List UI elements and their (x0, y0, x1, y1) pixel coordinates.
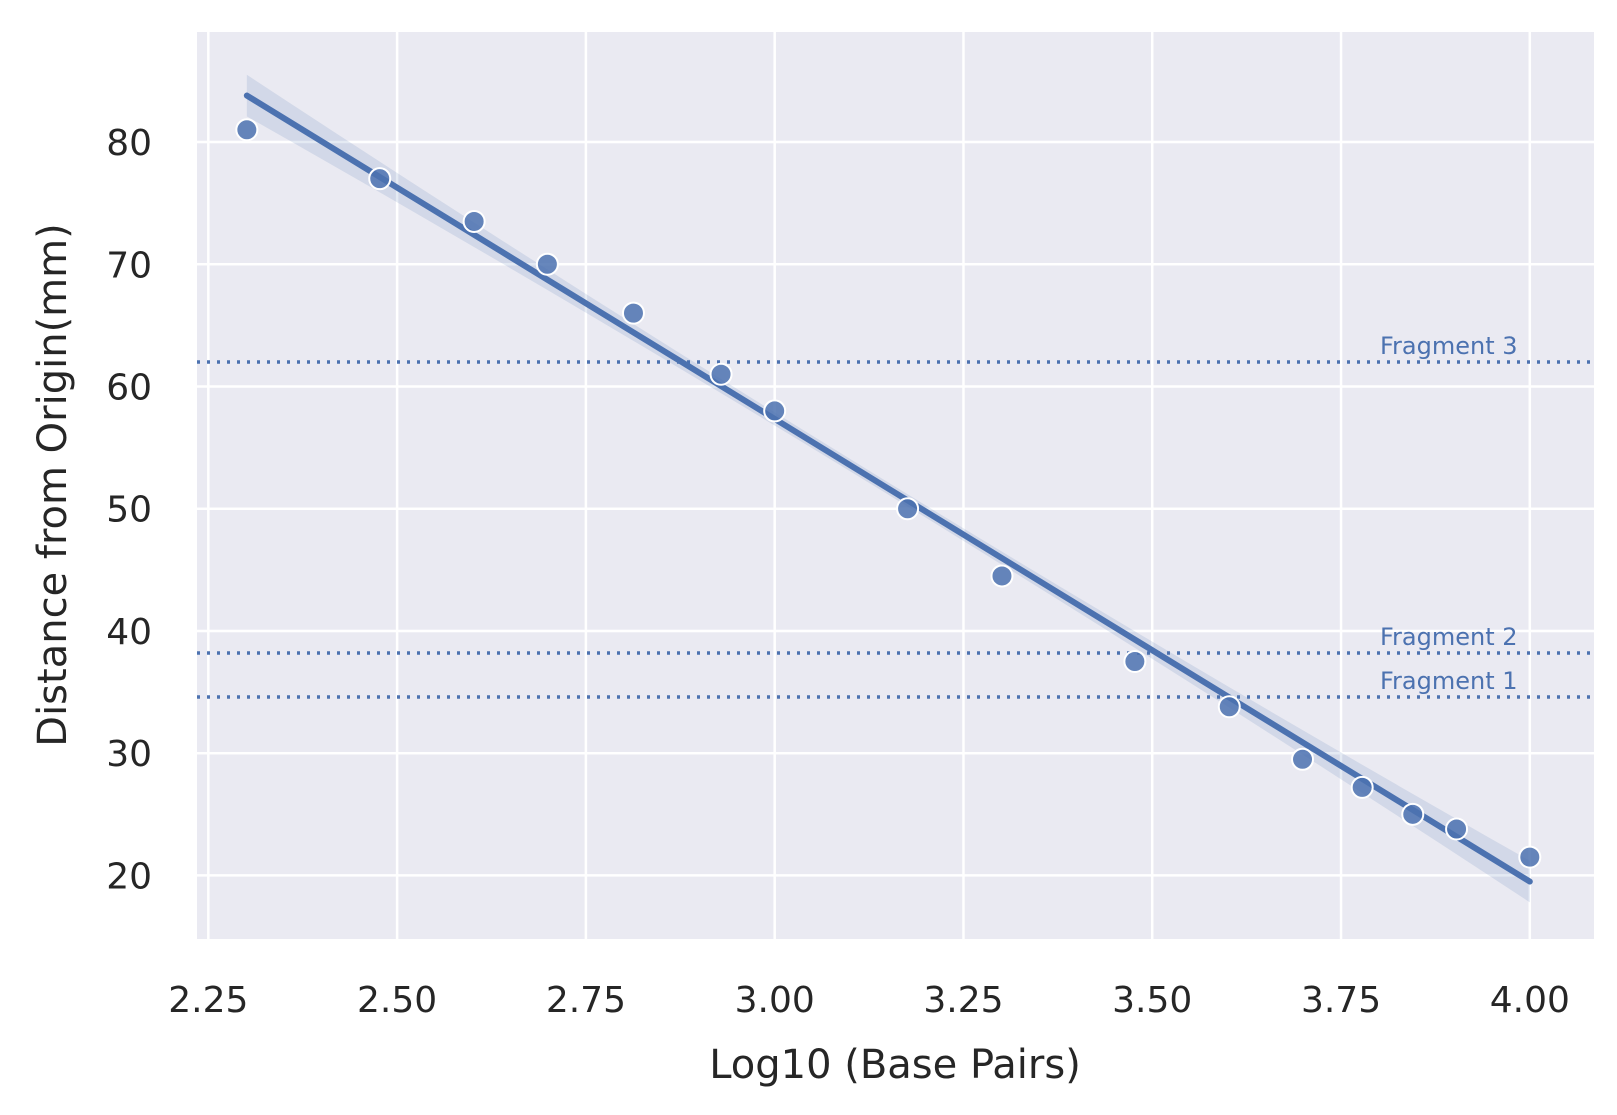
reference-line-label: Fragment 3 (1380, 332, 1518, 360)
data-point (368, 167, 392, 191)
y-axis-label: Distance from Origin(mm) (30, 223, 76, 746)
y-tick-label: 30 (106, 734, 152, 775)
data-point (1401, 802, 1425, 826)
data-point (709, 362, 733, 386)
y-tick-label: 50 (106, 490, 152, 531)
data-point (1350, 775, 1374, 799)
data-point (1123, 650, 1147, 674)
regression-line (243, 92, 1533, 885)
regression-line-group (243, 92, 1533, 885)
x-axis-label: Log10 (Base Pairs) (709, 1042, 1081, 1088)
data-point (763, 399, 787, 423)
data-point (1291, 747, 1315, 771)
x-tick-label: 2.75 (546, 980, 626, 1021)
y-tick-label: 40 (106, 612, 152, 653)
y-axis-ticks: 20 30 40 50 60 70 80 (106, 123, 152, 897)
x-tick-label: 2.50 (357, 980, 437, 1021)
reference-line-label: Fragment 2 (1380, 623, 1518, 651)
y-tick-label: 60 (106, 367, 152, 408)
x-tick-label: 4.00 (1490, 980, 1570, 1021)
data-point (896, 497, 920, 521)
x-tick-label: 3.25 (923, 980, 1003, 1021)
data-point (621, 301, 645, 325)
grid (197, 32, 1594, 939)
data-point (1445, 817, 1469, 841)
scatter-points (235, 118, 1542, 869)
x-tick-label: 3.75 (1301, 980, 1381, 1021)
data-point (1518, 845, 1542, 869)
x-axis-ticks: 2.25 2.50 2.75 3.00 3.25 3.50 3.75 4.00 (168, 980, 1570, 1021)
x-tick-label: 3.50 (1112, 980, 1192, 1021)
y-tick-label: 80 (106, 123, 152, 164)
reference-line-label: Fragment 1 (1380, 667, 1518, 695)
data-point (235, 118, 259, 142)
x-tick-label: 3.00 (735, 980, 815, 1021)
y-tick-label: 70 (106, 245, 152, 286)
x-tick-label: 2.25 (168, 980, 248, 1021)
data-point (1217, 695, 1241, 719)
data-point (462, 209, 486, 233)
reference-lines: Fragment 3 Fragment 2 Fragment 1 (197, 332, 1594, 699)
data-point (990, 564, 1014, 588)
y-tick-label: 20 (106, 856, 152, 897)
data-point (535, 252, 559, 276)
